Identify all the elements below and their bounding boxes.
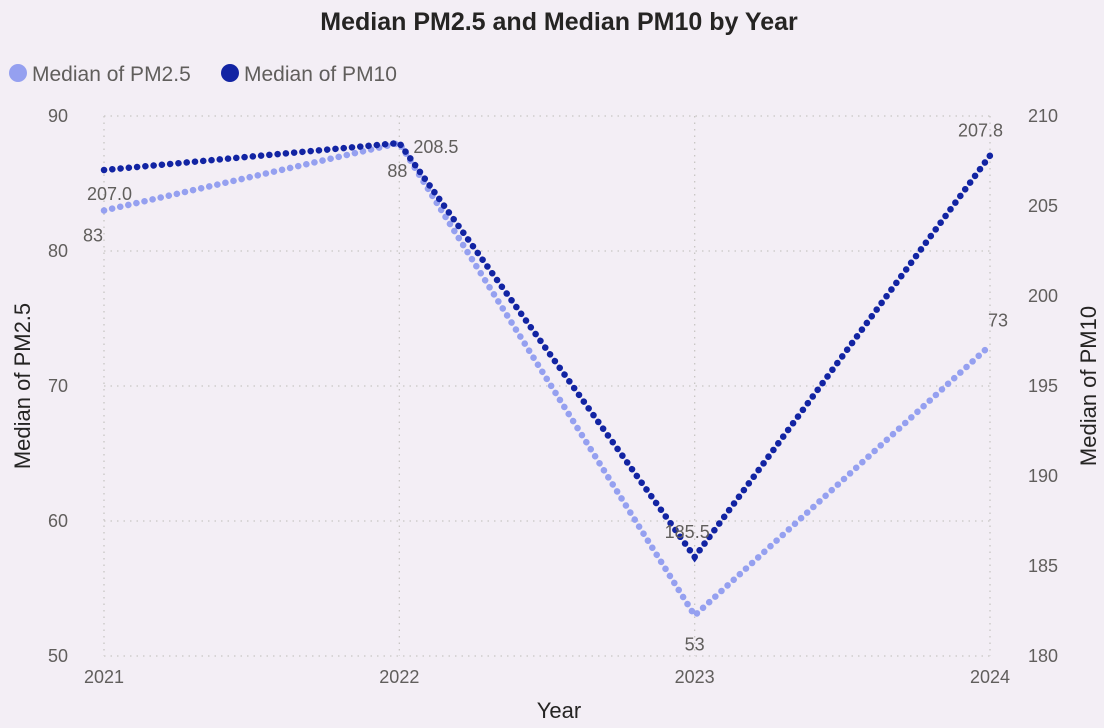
data-label-pm10: 207.0 [87,184,132,204]
series-line-pm25 [100,139,994,621]
legend-label-pm25[interactable]: Median of PM2.5 [32,63,191,86]
y-left-tick-label: 50 [48,646,68,666]
data-label-pm25: 88 [387,161,407,181]
data-label-pm25: 53 [685,635,705,655]
y-right-tick-label: 210 [1028,106,1058,126]
y-left-tick-label: 90 [48,106,68,126]
gridlines [103,115,991,657]
series-lines [100,139,994,621]
y-left-tick-label: 60 [48,511,68,531]
y-right-tick-label: 185 [1028,556,1058,576]
chart-title: Median PM2.5 and Median PM10 by Year [320,8,798,36]
y-right-tick-label: 200 [1028,286,1058,306]
x-tick-label: 2021 [84,667,124,687]
series-line-pm10 [100,139,994,563]
y-right-tick-label: 195 [1028,376,1058,396]
data-label-pm25: 73 [988,311,1008,331]
x-axis-title: Year [537,698,581,723]
data-labels: 83 88 53 73 207.0 208.5 185.5 207.8 [83,121,1008,655]
x-tick-label: 2024 [970,667,1010,687]
x-tick-label: 2023 [675,667,715,687]
y-left-tick-label: 70 [48,376,68,396]
x-tick-label: 2022 [379,667,419,687]
data-label-pm10: 208.5 [413,137,458,157]
data-label-pm25: 83 [83,226,103,246]
legend-label-pm10[interactable]: Median of PM10 [244,63,397,86]
legend[interactable]: Median of PM2.5 Median of PM10 [9,63,397,86]
y-axis-right-title: Median of PM10 [1076,306,1101,466]
y-right-tick-label: 190 [1028,466,1058,486]
data-label-pm10: 207.8 [958,121,1003,141]
axis-ticks: 50 60 70 80 90 180 185 190 195 200 205 210 2021 2022 2… [48,106,1058,687]
y-axis-left-title: Median of PM2.5 [10,303,35,469]
y-right-tick-label: 180 [1028,646,1058,666]
legend-marker-pm10 [221,64,239,82]
data-label-pm10: 185.5 [665,522,710,542]
legend-marker-pm25 [9,64,27,82]
y-left-tick-label: 80 [48,241,68,261]
y-right-tick-label: 205 [1028,196,1058,216]
